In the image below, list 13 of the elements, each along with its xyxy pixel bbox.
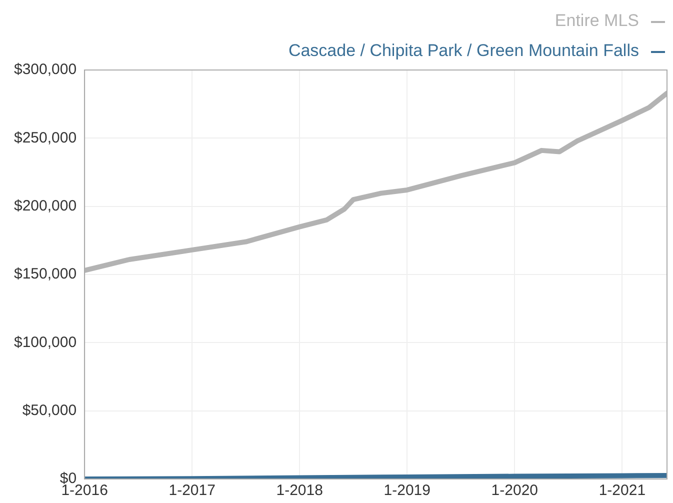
x-tick-label: 1-2017 <box>168 482 216 500</box>
y-tick-label: $50,000 <box>22 402 77 419</box>
legend-label: Cascade / Chipita Park / Green Mountain Falls <box>288 41 639 60</box>
x-tick-label: 1-2021 <box>598 482 646 500</box>
x-tick-label: 1-2018 <box>276 482 323 500</box>
y-tick-label: $250,000 <box>14 129 77 146</box>
x-tick-label: 1-2019 <box>384 482 431 500</box>
legend-label: Entire MLS <box>554 11 639 30</box>
x-tick-label: 1-2020 <box>491 482 538 500</box>
y-tick-label: $200,000 <box>14 197 77 214</box>
y-tick-label: $100,000 <box>14 334 77 351</box>
y-tick-label: $300,000 <box>14 61 77 78</box>
y-tick-label: $150,000 <box>14 266 77 283</box>
